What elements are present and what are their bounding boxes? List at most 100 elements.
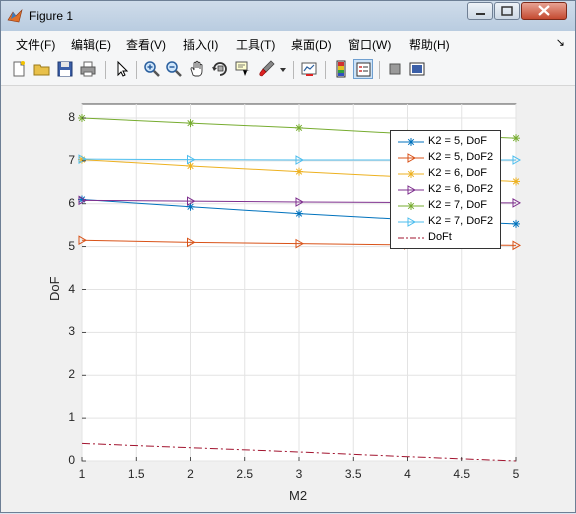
triangle-marker — [295, 238, 305, 249]
menu-file[interactable]: 文件(F) — [16, 38, 56, 52]
matlab-figure-icon — [7, 9, 23, 23]
triangle-marker — [407, 153, 417, 163]
toolbar-separator — [136, 61, 137, 79]
triangle-marker — [78, 195, 88, 206]
hide-plot-tools-icon — [389, 63, 401, 75]
x-tick-label: 4.5 — [453, 467, 471, 481]
legend-item[interactable]: DoFt — [391, 231, 501, 245]
legend-swatch — [398, 138, 424, 146]
menu-tools[interactable]: 工具(T) — [236, 38, 276, 52]
legend-item[interactable]: K2 = 6, DoF — [391, 167, 501, 181]
menu-view[interactable]: 查看(V) — [126, 38, 166, 52]
dock-pin-icon[interactable]: ↘ — [555, 37, 565, 49]
menu-desktop[interactable]: 桌面(D) — [291, 38, 332, 52]
menu-insert[interactable]: 插入(I) — [183, 38, 219, 52]
y-axis-label: DoF — [47, 276, 62, 301]
print-button[interactable] — [78, 59, 98, 79]
star-marker — [295, 209, 303, 218]
x-tick-label: 4 — [404, 467, 411, 481]
pointer-button[interactable] — [112, 59, 132, 79]
triangle-marker — [512, 155, 522, 165]
legend-icon — [356, 62, 371, 77]
legend-item[interactable]: K2 = 7, DoF2 — [391, 215, 501, 229]
triangle-marker — [512, 198, 522, 208]
star-marker — [295, 123, 303, 132]
x-tick-label: 2.5 — [236, 467, 254, 481]
open-file-button[interactable] — [32, 59, 52, 79]
legend-item[interactable]: K2 = 5, DoF — [391, 135, 501, 149]
rotate-3d-button[interactable] — [210, 59, 230, 79]
show-plot-tools-icon — [409, 62, 425, 76]
toolbar-separator — [293, 61, 294, 79]
colorbar-button[interactable] — [331, 59, 351, 79]
close-button[interactable] — [521, 2, 567, 20]
zoom-out-button[interactable] — [164, 59, 184, 79]
star-marker — [512, 134, 520, 143]
legend-item[interactable]: K2 = 6, DoF2 — [391, 183, 501, 197]
x-tick-label: 2 — [187, 467, 194, 481]
legend-swatch — [398, 217, 424, 227]
toolbar-separator — [325, 61, 326, 79]
zoom-out-icon — [166, 61, 182, 77]
legend-button[interactable] — [353, 59, 373, 79]
hide-plot-tools-button[interactable] — [385, 59, 405, 79]
star-marker — [407, 202, 415, 210]
star-marker — [186, 119, 195, 128]
legend-item[interactable]: K2 = 7, DoF — [391, 199, 501, 213]
star-marker — [295, 167, 303, 176]
open-file-icon — [33, 64, 50, 76]
show-plot-tools-button[interactable] — [407, 59, 427, 79]
legend-swatch — [398, 202, 424, 210]
y-tick-label: 7 — [68, 152, 75, 167]
y-tick-label: 3 — [68, 324, 75, 339]
triangle-marker — [187, 237, 196, 248]
triangle-marker — [187, 196, 196, 207]
data-cursor-button[interactable] — [233, 59, 253, 79]
new-figure-button[interactable] — [9, 59, 29, 79]
maximize-button[interactable] — [494, 2, 520, 20]
triangle-marker — [295, 155, 305, 165]
legend-label: K2 = 6, DoF — [428, 167, 488, 179]
y-tick-label: 5 — [68, 238, 75, 253]
legend-swatch — [398, 185, 424, 195]
star-marker — [186, 162, 195, 171]
zoom-in-icon — [144, 61, 160, 77]
x-tick-label: 1 — [78, 467, 86, 481]
minimize-icon — [476, 13, 485, 15]
legend-item[interactable]: K2 = 5, DoF2 — [391, 151, 501, 165]
legend-label: K2 = 7, DoF2 — [428, 215, 494, 227]
window-title: Figure 1 — [29, 9, 74, 23]
colorbar-icon — [336, 60, 346, 78]
menu-window[interactable]: 窗口(W) — [348, 38, 392, 52]
link-plot-icon — [301, 62, 317, 76]
link-plot-button[interactable] — [299, 59, 319, 79]
x-tick-label: 3.5 — [344, 467, 362, 481]
pan-hand-icon — [190, 60, 203, 77]
menu-help[interactable]: 帮助(H) — [409, 38, 450, 52]
brush-dropdown[interactable] — [278, 59, 288, 79]
triangle-marker — [187, 154, 196, 165]
brush-button[interactable] — [257, 59, 277, 79]
save-button[interactable] — [55, 59, 75, 79]
legend-box[interactable]: K2 = 5, DoF K2 = 5, DoF2 K2 = 6, DoF K2 = 6… — [390, 130, 501, 249]
menu-bar: 文件(F) 编辑(E) 查看(V) 插入(I) 工具(T) 桌面(D) 窗口(W… — [1, 31, 575, 55]
pan-button[interactable] — [187, 59, 207, 79]
zoom-in-button[interactable] — [142, 59, 162, 79]
menu-edit[interactable]: 编辑(E) — [71, 38, 111, 52]
pointer-icon — [117, 60, 129, 77]
legend-swatch — [398, 170, 424, 178]
y-tick-label: 8 — [68, 110, 75, 124]
legend-label: K2 = 5, DoF2 — [428, 151, 494, 163]
brush-icon — [259, 60, 275, 77]
minimize-button[interactable] — [467, 2, 493, 20]
title-bar[interactable]: Figure 1 — [1, 1, 575, 31]
star-marker — [512, 219, 520, 228]
y-tick-label: 0 — [68, 453, 75, 467]
y-tick-label: 4 — [68, 281, 75, 296]
axis-ticks — [81, 117, 517, 462]
toolbar-separator — [105, 61, 106, 79]
close-icon — [538, 5, 550, 16]
x-axis-label: M2 — [289, 488, 308, 503]
